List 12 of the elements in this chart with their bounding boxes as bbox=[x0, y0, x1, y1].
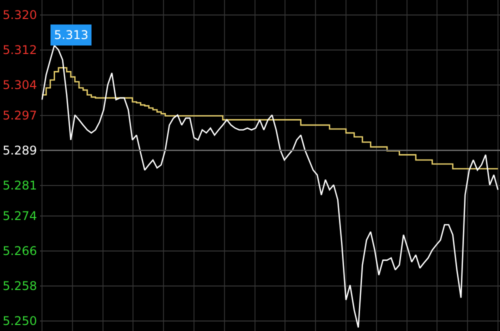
y-tick-label: 5.312 bbox=[2, 43, 37, 58]
y-tick-label: 5.320 bbox=[2, 8, 37, 22]
y-tick-label: 5.274 bbox=[2, 209, 37, 224]
y-tick-label: 5.266 bbox=[2, 244, 37, 258]
y-tick-label: 5.289 bbox=[2, 144, 37, 158]
y-tick-label: 5.297 bbox=[2, 108, 37, 123]
y-tick-label: 5.258 bbox=[2, 279, 37, 294]
y-tick-label: 5.250 bbox=[2, 314, 37, 328]
annotation: 5.313 bbox=[54, 28, 88, 42]
y-tick-label: 5.304 bbox=[2, 78, 37, 92]
y-tick-label: 5.281 bbox=[2, 178, 37, 193]
line-series bbox=[41, 44, 499, 328]
